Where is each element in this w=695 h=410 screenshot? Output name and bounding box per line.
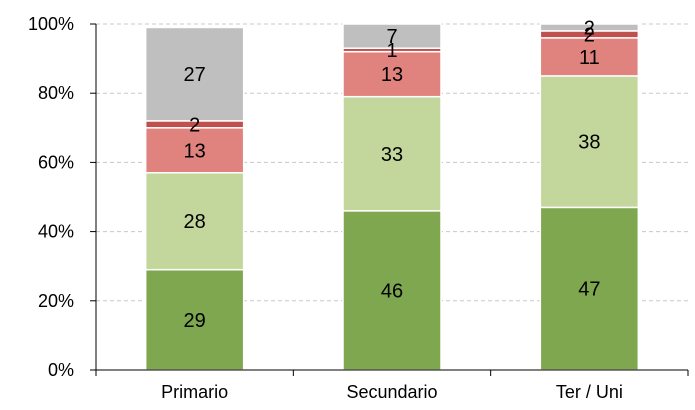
data-label: 47 [578, 279, 600, 301]
axes: 0% 20% 40% 60% 80% 100% Primario Secundario Ter … [28, 14, 689, 402]
data-label: 2 [584, 24, 595, 46]
bar-segment [144, 172, 245, 271]
bar-segment [539, 23, 640, 32]
bar-segment [342, 95, 442, 212]
data-label: 7 [386, 26, 397, 48]
y-tick-label: 0% [48, 360, 74, 380]
bar-segment [144, 268, 245, 371]
data-label: 28 [184, 211, 206, 233]
y-tick-label: 20% [38, 291, 74, 311]
data-label: 38 [578, 132, 600, 154]
x-category-label: Secundario [346, 382, 437, 402]
x-category-label: Ter / Uni [556, 382, 623, 402]
y-tick-label: 80% [38, 83, 74, 103]
data-label: 29 [184, 310, 206, 332]
data-label: 1 [386, 40, 397, 62]
bar-segment [342, 210, 442, 371]
data-label: 13 [381, 64, 403, 86]
data-label: 13 [184, 140, 206, 162]
x-category-label: Primario [161, 382, 228, 402]
data-label: 27 [184, 64, 206, 86]
bar-segment [342, 23, 442, 49]
bar-segment [539, 75, 640, 209]
data-label: 2 [584, 17, 595, 39]
y-tick-label: 40% [38, 222, 74, 242]
data-label: 11 [579, 47, 600, 69]
bar-segments [144, 23, 640, 371]
bar-segment [539, 37, 640, 77]
data-label: 33 [381, 144, 403, 166]
bar-segment [144, 26, 245, 122]
data-label: 2 [189, 114, 200, 136]
data-label: 46 [381, 280, 403, 302]
y-tick-label: 60% [38, 152, 74, 172]
y-tick-label: 100% [28, 14, 74, 34]
